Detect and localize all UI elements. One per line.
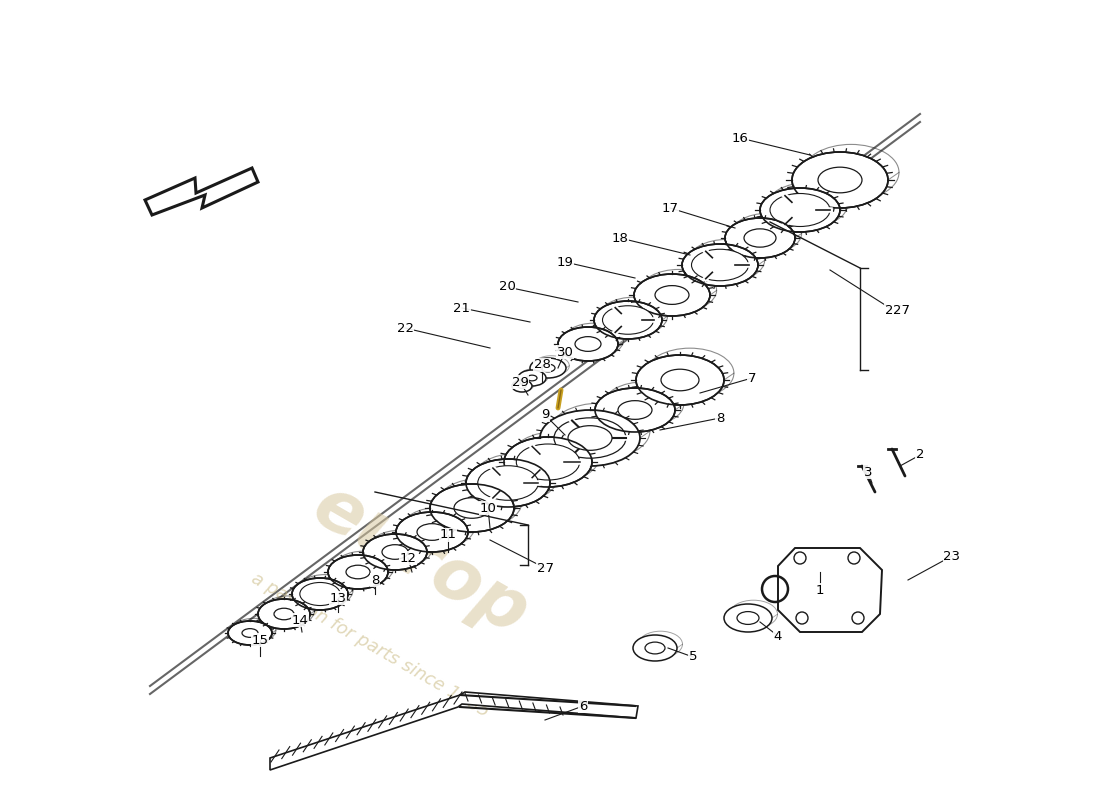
Text: 10: 10 — [480, 502, 496, 514]
Ellipse shape — [346, 565, 370, 579]
Circle shape — [852, 612, 864, 624]
Polygon shape — [778, 548, 882, 632]
Ellipse shape — [744, 229, 775, 247]
Ellipse shape — [363, 534, 427, 570]
Text: 27: 27 — [884, 303, 902, 317]
Ellipse shape — [292, 578, 348, 610]
Text: 2: 2 — [915, 449, 924, 462]
Ellipse shape — [541, 364, 556, 372]
Text: 21: 21 — [453, 302, 471, 314]
Ellipse shape — [724, 604, 772, 632]
Ellipse shape — [430, 484, 514, 532]
Ellipse shape — [454, 498, 490, 518]
Text: 8: 8 — [716, 411, 724, 425]
Ellipse shape — [575, 337, 601, 351]
Ellipse shape — [692, 250, 748, 281]
Ellipse shape — [382, 545, 408, 559]
Ellipse shape — [518, 384, 526, 388]
Ellipse shape — [417, 524, 447, 540]
Polygon shape — [270, 692, 638, 770]
Text: a passion for parts since 1985: a passion for parts since 1985 — [248, 570, 492, 721]
Ellipse shape — [770, 194, 830, 226]
Ellipse shape — [504, 437, 592, 487]
Ellipse shape — [328, 555, 388, 589]
Ellipse shape — [309, 588, 331, 600]
Text: 1: 1 — [816, 583, 824, 597]
Text: 17: 17 — [661, 202, 679, 214]
Text: 3: 3 — [864, 466, 872, 478]
Ellipse shape — [242, 629, 258, 638]
Text: 6: 6 — [579, 699, 587, 713]
Ellipse shape — [760, 188, 840, 232]
Ellipse shape — [300, 582, 340, 606]
Text: 18: 18 — [612, 231, 628, 245]
Text: 20: 20 — [498, 281, 516, 294]
Ellipse shape — [530, 358, 566, 378]
Circle shape — [796, 612, 808, 624]
Text: 23: 23 — [944, 550, 960, 562]
Text: 7: 7 — [748, 371, 757, 385]
Circle shape — [848, 552, 860, 564]
Ellipse shape — [527, 375, 537, 381]
Ellipse shape — [228, 621, 272, 645]
Ellipse shape — [703, 256, 737, 274]
Ellipse shape — [725, 218, 795, 258]
Ellipse shape — [512, 380, 532, 392]
Text: 4: 4 — [773, 630, 782, 642]
Text: 5: 5 — [689, 650, 697, 663]
Ellipse shape — [636, 355, 724, 405]
Ellipse shape — [540, 410, 640, 466]
Circle shape — [794, 552, 806, 564]
Text: 9: 9 — [541, 409, 549, 422]
Ellipse shape — [632, 635, 676, 661]
Text: 28: 28 — [534, 358, 550, 371]
Ellipse shape — [568, 426, 612, 450]
Text: 13: 13 — [330, 591, 346, 605]
Ellipse shape — [518, 370, 546, 386]
Ellipse shape — [682, 244, 758, 286]
Polygon shape — [145, 168, 258, 215]
Ellipse shape — [396, 512, 468, 552]
Ellipse shape — [661, 370, 698, 390]
Text: 8: 8 — [371, 574, 380, 586]
Ellipse shape — [274, 608, 294, 620]
Text: 27: 27 — [893, 303, 910, 317]
Text: 16: 16 — [732, 131, 748, 145]
Text: 11: 11 — [440, 529, 456, 542]
Text: 30: 30 — [557, 346, 573, 358]
Ellipse shape — [634, 274, 710, 316]
Ellipse shape — [782, 200, 818, 220]
Ellipse shape — [613, 312, 644, 328]
Text: 12: 12 — [399, 551, 417, 565]
Text: 15: 15 — [252, 634, 268, 646]
Ellipse shape — [466, 459, 550, 507]
Ellipse shape — [558, 327, 618, 361]
Ellipse shape — [595, 388, 675, 432]
Ellipse shape — [603, 306, 653, 334]
Ellipse shape — [792, 152, 888, 208]
Ellipse shape — [594, 301, 662, 339]
Ellipse shape — [554, 418, 626, 458]
Ellipse shape — [516, 444, 580, 480]
Ellipse shape — [618, 401, 652, 419]
Text: europ: europ — [300, 470, 540, 650]
Text: 19: 19 — [557, 255, 573, 269]
Text: 27: 27 — [537, 562, 553, 574]
Ellipse shape — [645, 642, 665, 654]
Ellipse shape — [737, 611, 759, 625]
Ellipse shape — [530, 452, 566, 472]
Ellipse shape — [258, 599, 310, 629]
Ellipse shape — [477, 466, 538, 500]
Text: 29: 29 — [512, 375, 528, 389]
Text: 14: 14 — [292, 614, 308, 626]
Ellipse shape — [490, 473, 526, 494]
Text: 22: 22 — [396, 322, 414, 334]
Ellipse shape — [654, 286, 689, 304]
Ellipse shape — [818, 167, 862, 193]
